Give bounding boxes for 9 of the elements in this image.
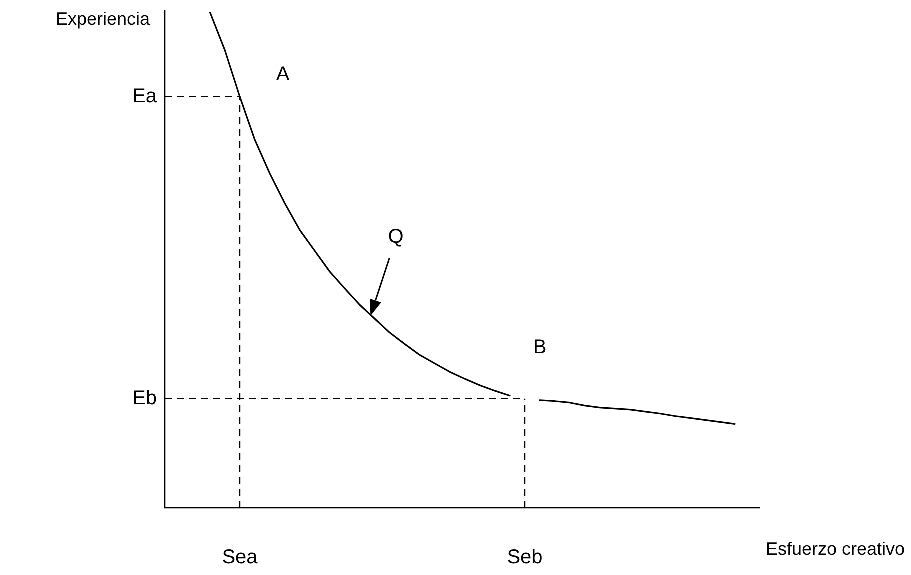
ref-line-label: Ea: [132, 85, 158, 108]
annotation: Q: [388, 226, 404, 248]
annotation: B: [533, 336, 547, 358]
x-tick-label: Seb: [507, 546, 543, 569]
annotation: A: [276, 63, 290, 86]
y-axis-title: Experiencia: [56, 8, 151, 29]
x-tick-label: Sea: [222, 546, 259, 569]
x-axis-title: Esfuerzo creativo: [766, 538, 905, 559]
ref-line-label: Eb: [132, 387, 157, 410]
